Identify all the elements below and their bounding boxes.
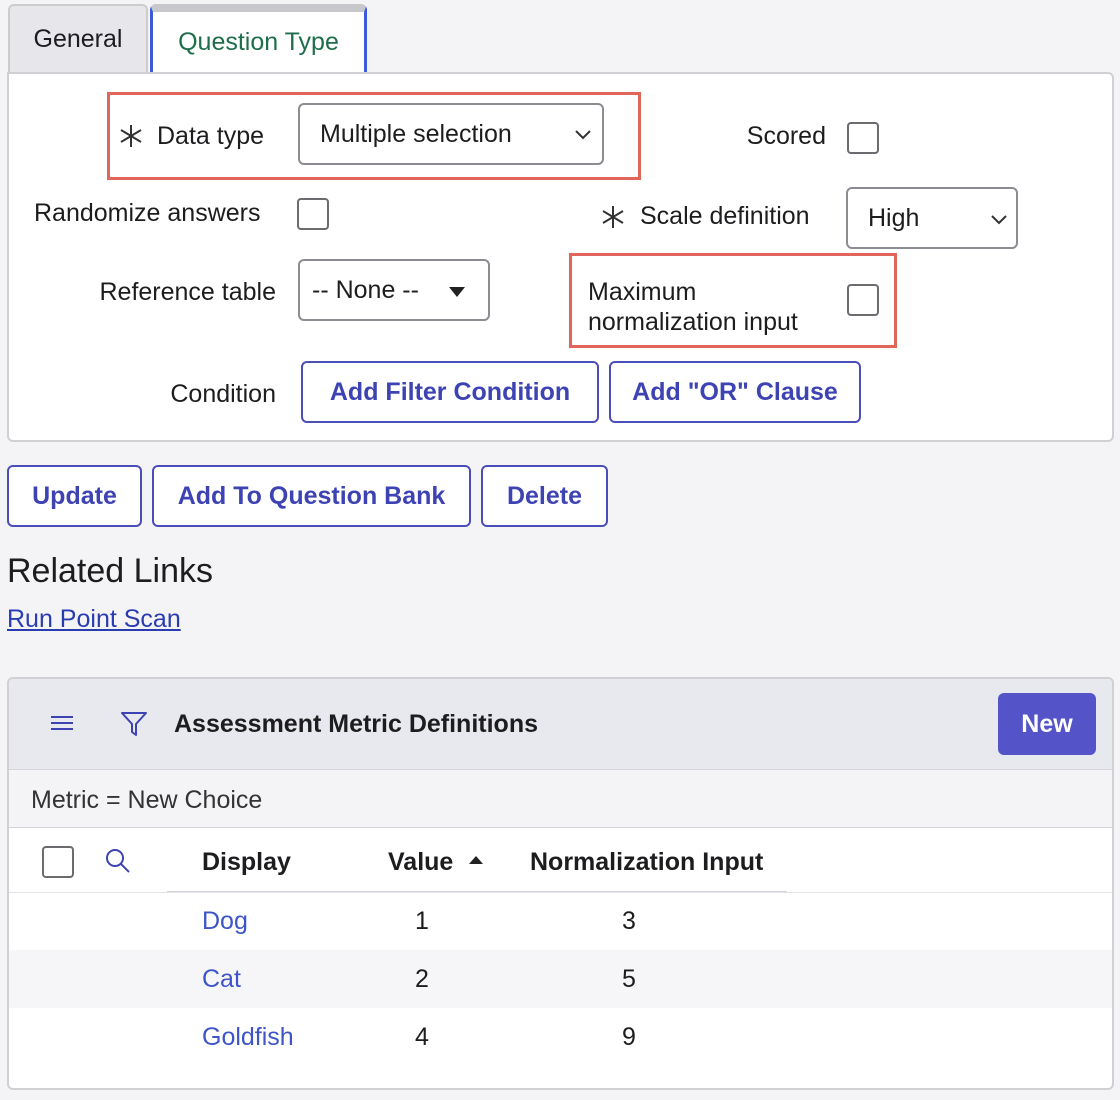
menu-icon[interactable]: [50, 714, 74, 732]
column-header[interactable]: Normalization Input: [530, 848, 764, 876]
tab[interactable]: General: [8, 4, 148, 72]
list-panel: Assessment Metric Definitions New Metric…: [7, 677, 1114, 1090]
cell: 3: [622, 907, 636, 935]
field-label: Maximum normalization input: [588, 278, 798, 336]
table-row: [9, 950, 1112, 1008]
cell-link[interactable]: Dog: [202, 907, 248, 935]
select[interactable]: -- None --: [298, 259, 490, 321]
highlight-box: [107, 92, 641, 180]
checkbox[interactable]: [297, 198, 329, 230]
filter-bar: [9, 770, 1112, 828]
select[interactable]: High: [846, 187, 1018, 249]
filter-icon[interactable]: [120, 710, 148, 738]
button[interactable]: Add Filter Condition: [301, 361, 599, 423]
list-header: [9, 679, 1112, 770]
select-value: High: [868, 203, 920, 232]
checkbox[interactable]: [847, 284, 879, 316]
column-header[interactable]: Display: [202, 848, 291, 876]
field-label: Data type: [157, 122, 265, 150]
field-label: Reference table: [99, 278, 276, 306]
filter-text: Metric = New Choice: [31, 786, 263, 814]
link[interactable]: Run Point Scan: [7, 605, 181, 633]
checkbox[interactable]: [847, 122, 879, 154]
cell: 1: [415, 907, 429, 935]
highlight-box: [569, 253, 897, 348]
button[interactable]: Add To Question Bank: [152, 465, 471, 527]
required-icon: [602, 206, 624, 228]
cell: 2: [415, 965, 429, 993]
table-row: [9, 1008, 1112, 1066]
cell-link[interactable]: Cat: [202, 965, 241, 993]
column-header[interactable]: Value: [388, 848, 454, 876]
select-value: Multiple selection: [320, 119, 512, 148]
field-label: Scale definition: [640, 202, 810, 230]
list-title: Assessment Metric Definitions: [174, 710, 538, 738]
field-label: Scored: [746, 122, 826, 150]
checkbox[interactable]: [42, 846, 74, 878]
header-divider: [167, 891, 787, 892]
dropdown-arrow: [449, 287, 465, 297]
tab-active[interactable]: Question Type: [150, 4, 367, 72]
cell: 5: [622, 965, 636, 993]
select-value: -- None --: [312, 275, 419, 304]
new-button[interactable]: New: [998, 693, 1096, 755]
required-icon: [120, 125, 142, 147]
cell: 4: [415, 1023, 429, 1051]
field-label: Condition: [170, 380, 276, 408]
cell: 9: [622, 1023, 636, 1051]
sort-icon: [469, 856, 483, 864]
chevron: [991, 215, 1007, 225]
button[interactable]: Update: [7, 465, 142, 527]
button[interactable]: Delete: [481, 465, 608, 527]
select[interactable]: Multiple selection: [298, 103, 604, 165]
button[interactable]: Add "OR" Clause: [609, 361, 861, 423]
field-label: Randomize answers: [34, 199, 261, 227]
chevron: [575, 130, 591, 140]
cell-link[interactable]: Goldfish: [202, 1023, 294, 1051]
search-icon[interactable]: [105, 848, 131, 874]
table-row: [9, 892, 1112, 950]
section-title: Related Links: [7, 552, 214, 590]
